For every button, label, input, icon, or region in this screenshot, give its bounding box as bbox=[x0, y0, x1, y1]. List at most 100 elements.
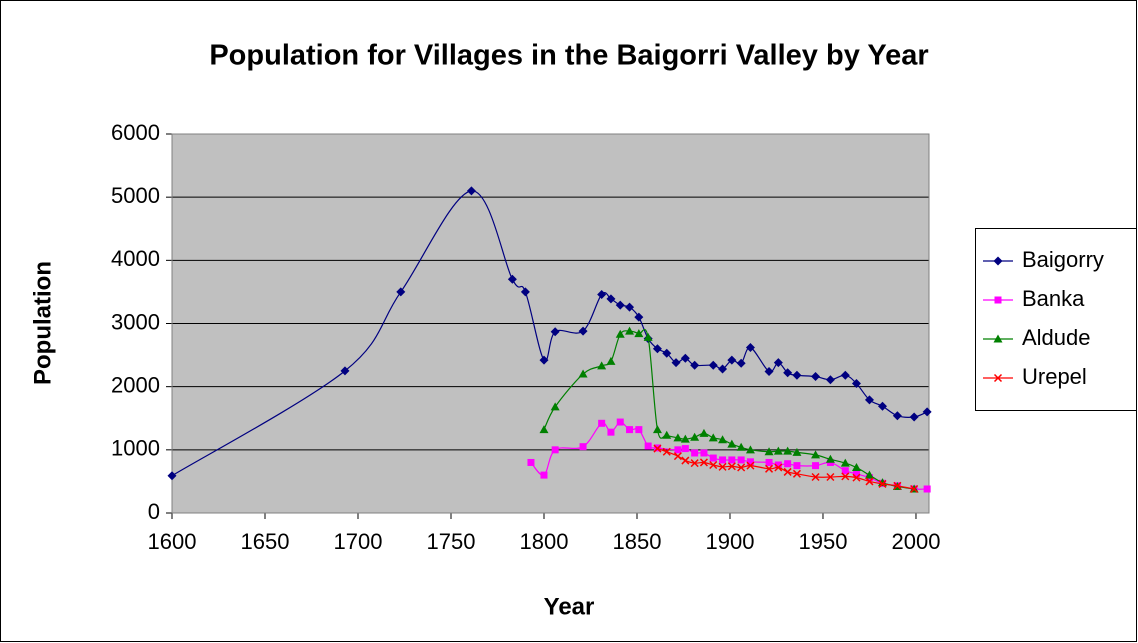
data-point bbox=[634, 312, 644, 322]
data-point bbox=[765, 464, 774, 473]
data-point bbox=[765, 458, 773, 466]
data-point bbox=[812, 462, 820, 470]
data-point bbox=[784, 460, 792, 468]
data-point bbox=[745, 343, 755, 353]
data-point bbox=[625, 326, 635, 335]
data-point bbox=[700, 449, 708, 457]
data-point bbox=[551, 446, 559, 454]
data-point bbox=[708, 360, 718, 370]
data-point bbox=[626, 426, 634, 434]
legend-marker bbox=[994, 296, 1002, 304]
data-point bbox=[699, 458, 708, 467]
y-tick-label: 4000 bbox=[111, 246, 160, 271]
data-point bbox=[792, 469, 801, 478]
data-point bbox=[728, 456, 736, 464]
data-point bbox=[709, 454, 717, 462]
data-point bbox=[718, 435, 728, 444]
data-point bbox=[540, 471, 548, 479]
data-point bbox=[597, 289, 607, 299]
data-point bbox=[773, 358, 783, 368]
data-point bbox=[746, 458, 754, 466]
data-point bbox=[764, 447, 774, 456]
data-point bbox=[909, 412, 919, 422]
data-point bbox=[625, 302, 635, 312]
data-point bbox=[826, 472, 835, 482]
data-point bbox=[652, 425, 662, 434]
data-point bbox=[840, 458, 850, 467]
y-tick-label: 1000 bbox=[111, 436, 160, 461]
x-tick-label: 1700 bbox=[334, 529, 383, 554]
legend-label: Aldude bbox=[1022, 325, 1091, 350]
data-point bbox=[783, 368, 793, 378]
x-tick-label: 1900 bbox=[706, 529, 755, 554]
data-point bbox=[825, 454, 835, 463]
data-point bbox=[745, 445, 755, 454]
data-point bbox=[578, 326, 588, 336]
data-point bbox=[644, 442, 652, 450]
y-tick-label: 2000 bbox=[111, 372, 160, 397]
data-point bbox=[852, 473, 861, 482]
data-point bbox=[674, 446, 682, 454]
data-point bbox=[865, 477, 874, 486]
data-point bbox=[699, 428, 709, 437]
data-point bbox=[783, 467, 792, 476]
data-point bbox=[864, 470, 874, 479]
x-tick-label: 1850 bbox=[613, 529, 662, 554]
data-point bbox=[840, 370, 850, 380]
chart-title: Population for Villages in the Baigorri … bbox=[209, 40, 928, 72]
x-tick-label: 2000 bbox=[892, 529, 941, 554]
data-point bbox=[841, 472, 850, 481]
series-line bbox=[171, 190, 928, 477]
data-point bbox=[811, 472, 820, 482]
legend-marker bbox=[993, 256, 1003, 266]
plot-border bbox=[171, 133, 930, 514]
data-point bbox=[539, 425, 549, 434]
data-point bbox=[340, 366, 350, 376]
data-point bbox=[690, 432, 700, 441]
data-point bbox=[607, 428, 615, 436]
data-point bbox=[737, 456, 745, 464]
data-point bbox=[718, 364, 728, 374]
data-point bbox=[774, 461, 782, 469]
data-point bbox=[507, 274, 517, 284]
data-point bbox=[615, 300, 625, 310]
data-point bbox=[923, 485, 931, 493]
legend-marker bbox=[993, 373, 1003, 383]
data-point bbox=[708, 433, 718, 442]
data-point bbox=[851, 379, 861, 389]
x-tick-label: 1750 bbox=[427, 529, 476, 554]
data-point bbox=[764, 367, 774, 377]
data-point bbox=[606, 294, 616, 304]
x-tick-label: 1600 bbox=[148, 529, 197, 554]
data-point bbox=[878, 479, 887, 488]
data-point bbox=[606, 356, 616, 365]
y-tick-label: 0 bbox=[148, 499, 160, 524]
y-axis-label: Population bbox=[29, 261, 56, 385]
data-point bbox=[662, 430, 672, 439]
data-point bbox=[793, 462, 801, 470]
data-point bbox=[396, 287, 406, 297]
legend-marker bbox=[993, 334, 1003, 343]
data-point bbox=[550, 327, 560, 337]
data-point bbox=[811, 372, 821, 382]
data-point bbox=[852, 470, 860, 478]
data-point bbox=[878, 401, 888, 411]
data-point bbox=[825, 375, 835, 385]
data-point bbox=[643, 332, 653, 341]
legend-box bbox=[975, 228, 1137, 411]
data-point bbox=[774, 463, 783, 472]
data-point bbox=[910, 484, 919, 494]
data-point bbox=[579, 443, 587, 451]
data-point bbox=[598, 419, 606, 427]
data-point bbox=[727, 462, 736, 471]
data-point bbox=[736, 358, 746, 368]
data-point bbox=[615, 329, 625, 338]
data-point bbox=[892, 411, 902, 421]
data-point bbox=[690, 459, 699, 468]
data-point bbox=[616, 418, 624, 426]
data-point bbox=[864, 395, 874, 405]
data-point bbox=[691, 449, 699, 457]
data-point bbox=[167, 471, 177, 481]
data-point bbox=[539, 355, 549, 365]
data-point bbox=[673, 433, 683, 442]
